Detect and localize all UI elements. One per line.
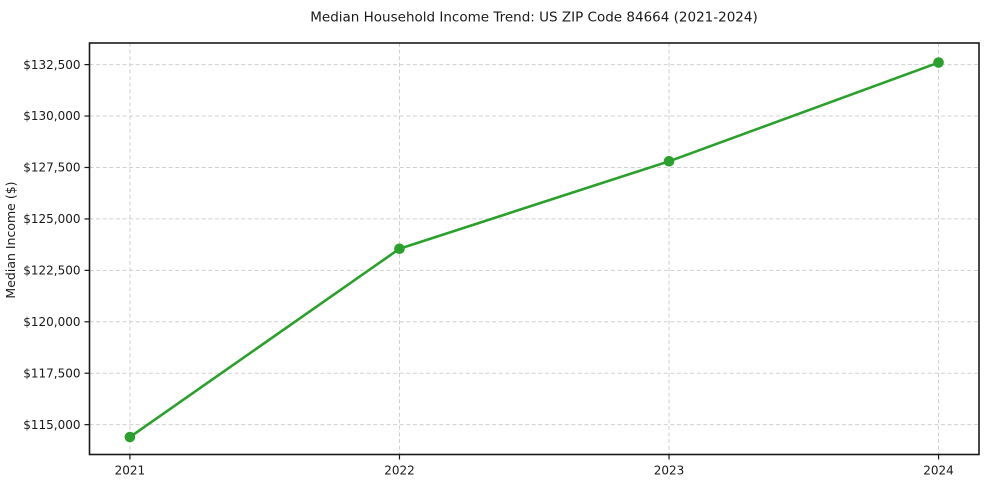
y-tick-label: $122,500 bbox=[23, 264, 80, 278]
y-tick-label: $125,000 bbox=[23, 212, 80, 226]
x-tick-label: 2022 bbox=[384, 464, 415, 478]
plot-border bbox=[88, 42, 980, 456]
x-tick-label: 2021 bbox=[115, 464, 146, 478]
y-tick-label: $115,000 bbox=[23, 418, 80, 432]
y-tick-label: $127,500 bbox=[23, 161, 80, 175]
chart-title: Median Household Income Trend: US ZIP Co… bbox=[310, 10, 758, 26]
data-point-marker bbox=[933, 57, 944, 68]
y-tick-label: $117,500 bbox=[23, 366, 80, 380]
y-tick-label: $130,000 bbox=[23, 109, 80, 123]
x-tick-label: 2024 bbox=[923, 464, 954, 478]
trend-line bbox=[128, 61, 940, 439]
plot-area: $115,000 $117,500 $120,000 $122,500 $125,000… bbox=[23, 42, 980, 478]
x-tick-label: 2023 bbox=[654, 464, 685, 478]
y-axis-title: Median Income ($) bbox=[3, 181, 18, 298]
y-tick-label: $132,500 bbox=[23, 58, 80, 72]
data-point-marker bbox=[394, 243, 405, 255]
data-point-marker bbox=[663, 156, 675, 167]
y-tick-label: $120,000 bbox=[23, 315, 80, 329]
data-point-marker bbox=[124, 431, 136, 443]
